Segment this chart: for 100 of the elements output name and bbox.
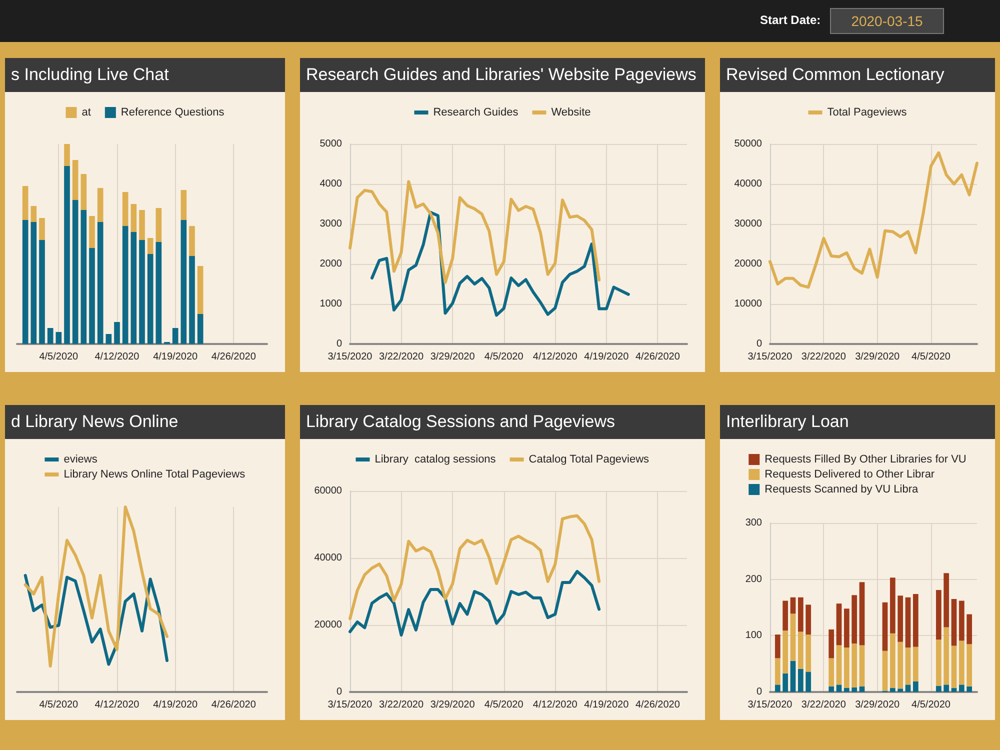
bar bbox=[958, 600, 964, 641]
bar bbox=[898, 642, 904, 689]
chart-title: Library Catalog Sessions and Pageviews bbox=[300, 405, 705, 439]
bar bbox=[852, 595, 858, 644]
line-series bbox=[348, 570, 601, 637]
bar bbox=[180, 190, 187, 220]
bar bbox=[966, 614, 972, 644]
chart-title: Research Guides and Libraries' Website Pageviews bbox=[300, 58, 705, 92]
bar bbox=[122, 226, 128, 344]
x-tick-label: 4/5/2020 bbox=[39, 352, 79, 362]
y-tick-label: 0 bbox=[756, 686, 762, 698]
bar bbox=[882, 602, 888, 651]
bar bbox=[180, 220, 187, 344]
bar bbox=[782, 600, 788, 631]
bar bbox=[859, 582, 865, 646]
y-tick-label: 200 bbox=[745, 574, 762, 585]
x-tick-label: 3/15/2020 bbox=[748, 700, 793, 710]
x-tick-label: 3/15/2020 bbox=[328, 352, 373, 362]
bar bbox=[39, 240, 45, 344]
y-tick-label: 20000 bbox=[734, 258, 762, 270]
bar bbox=[828, 686, 834, 692]
bar bbox=[912, 646, 918, 682]
bar bbox=[806, 634, 812, 672]
bar bbox=[936, 640, 942, 686]
bar bbox=[172, 328, 178, 344]
bar bbox=[156, 242, 162, 344]
bar bbox=[944, 684, 950, 692]
x-tick-label: 4/26/2020 bbox=[211, 352, 256, 362]
x-tick-label: 3/15/2020 bbox=[328, 700, 373, 710]
x-tick-label: 4/12/2020 bbox=[94, 352, 140, 362]
x-tick-label: 4/5/2020 bbox=[484, 352, 524, 362]
y-tick-label: 60000 bbox=[314, 486, 342, 496]
legend-label: Requests Filled By Other Libraries for VU bbox=[764, 454, 966, 466]
x-tick-label: 3/22/2020 bbox=[379, 700, 424, 710]
bar bbox=[966, 644, 972, 686]
x-tick-label: 3/29/2020 bbox=[430, 700, 476, 710]
legend-label: Total Pageviews bbox=[827, 106, 908, 118]
x-tick-label: 4/19/2020 bbox=[584, 352, 630, 362]
bar bbox=[64, 144, 70, 166]
bar bbox=[844, 608, 850, 648]
bar bbox=[72, 160, 78, 200]
x-tick-label: 4/5/2020 bbox=[912, 700, 951, 710]
bar bbox=[197, 314, 204, 344]
chart-title: d Library News Online bbox=[5, 405, 285, 439]
y-tick-label: 4000 bbox=[320, 178, 342, 190]
bar bbox=[47, 328, 54, 344]
legend-label: Requests Delivered to Other Librar bbox=[764, 468, 935, 480]
bar bbox=[22, 186, 28, 220]
bar bbox=[790, 661, 796, 692]
bar bbox=[89, 216, 95, 248]
x-tick-label: 3/29/2020 bbox=[430, 352, 476, 362]
legend-label: at bbox=[82, 106, 91, 118]
bar bbox=[147, 254, 154, 344]
bar bbox=[130, 204, 137, 232]
y-tick-label: 40000 bbox=[314, 552, 342, 564]
bar bbox=[790, 597, 796, 614]
bar bbox=[844, 688, 850, 692]
bar bbox=[898, 688, 904, 692]
bar bbox=[905, 684, 911, 692]
bar bbox=[936, 686, 942, 692]
bar bbox=[798, 597, 804, 632]
bar bbox=[147, 238, 154, 254]
bar bbox=[106, 334, 112, 344]
y-tick-label: 300 bbox=[745, 518, 762, 528]
bar bbox=[39, 218, 45, 240]
bar bbox=[828, 629, 834, 658]
y-tick-label: 50000 bbox=[734, 138, 762, 150]
bar bbox=[122, 192, 128, 226]
bar bbox=[89, 248, 95, 344]
bar bbox=[156, 208, 162, 242]
bar bbox=[890, 633, 896, 688]
y-tick-label: 3000 bbox=[320, 218, 342, 230]
legend-label: Library catalog sessions bbox=[374, 454, 496, 466]
bar bbox=[836, 604, 842, 646]
bar bbox=[905, 647, 911, 685]
bar bbox=[22, 220, 28, 344]
bar bbox=[912, 594, 918, 647]
bar bbox=[80, 174, 87, 210]
y-tick-label: 1000 bbox=[320, 298, 342, 310]
bar bbox=[64, 166, 70, 344]
legend-label: Research Guides bbox=[433, 106, 519, 118]
bar bbox=[912, 681, 918, 692]
chart-title: Interlibrary Loan bbox=[720, 405, 995, 439]
x-tick-label: 4/19/2020 bbox=[153, 700, 198, 710]
bar bbox=[72, 200, 78, 344]
x-tick-label: 4/5/2020 bbox=[39, 700, 79, 710]
legend-label: Reference Questions bbox=[120, 106, 225, 118]
bar bbox=[782, 630, 788, 674]
bar bbox=[806, 604, 812, 635]
y-tick-label: 100 bbox=[745, 630, 762, 642]
bar bbox=[798, 632, 804, 669]
line-series bbox=[348, 180, 601, 284]
x-tick-label: 3/29/2020 bbox=[855, 352, 900, 362]
x-tick-label: 4/26/2020 bbox=[635, 352, 680, 362]
y-tick-label: 5000 bbox=[320, 138, 342, 150]
text: 2020-03-15 bbox=[830, 8, 944, 34]
bar bbox=[97, 222, 104, 344]
legend-label: eviews bbox=[64, 454, 98, 466]
bar bbox=[890, 688, 896, 692]
y-tick-label: 20000 bbox=[314, 620, 342, 630]
